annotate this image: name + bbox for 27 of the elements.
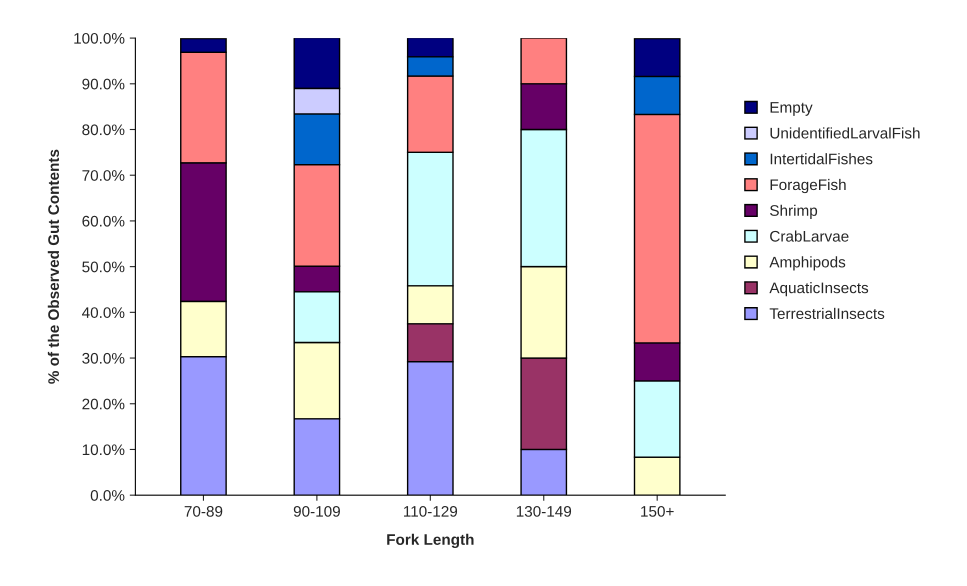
legend-label: UnidentifiedLarvalFish bbox=[770, 127, 920, 139]
y-tick-label: 10.0% bbox=[82, 444, 124, 456]
legend-label: IntertidalFishes bbox=[770, 153, 872, 164]
legend-label: Empty bbox=[770, 102, 813, 116]
x-tick-label: 90-109 bbox=[294, 506, 340, 517]
legend-label: Shrimp bbox=[770, 204, 818, 219]
y-axis-title: % of the Observed Gut Contents bbox=[48, 150, 60, 384]
y-tick-label: 90.0% bbox=[82, 78, 124, 90]
y-tick-label: 80.0% bbox=[82, 124, 124, 136]
legend-label: AquaticInsects bbox=[769, 282, 868, 296]
legend-label: TerrestrialInsects bbox=[770, 308, 884, 320]
y-tick-label: 100.0% bbox=[74, 32, 124, 44]
y-tick-label: 30.0% bbox=[82, 352, 124, 364]
y-tick-label: 20.0% bbox=[82, 398, 124, 410]
x-axis-title: Fork Length bbox=[387, 534, 474, 548]
legend-label: Amphipods bbox=[769, 256, 846, 271]
y-tick-label: 50.0% bbox=[82, 262, 124, 272]
y-tick-label: 70.0% bbox=[82, 170, 124, 181]
x-tick-label: 150+ bbox=[641, 506, 674, 517]
x-tick-label: 130-149 bbox=[516, 506, 572, 517]
legend-label: CrabLarvae bbox=[770, 230, 848, 242]
y-tick-label: 0.0% bbox=[90, 490, 124, 501]
y-tick-label: 60.0% bbox=[82, 216, 124, 227]
x-tick-label: 70-89 bbox=[184, 506, 222, 517]
x-tick-label: 110-129 bbox=[404, 506, 458, 517]
legend-label: ForageFish bbox=[770, 178, 846, 194]
y-tick-label: 40.0% bbox=[82, 307, 124, 318]
